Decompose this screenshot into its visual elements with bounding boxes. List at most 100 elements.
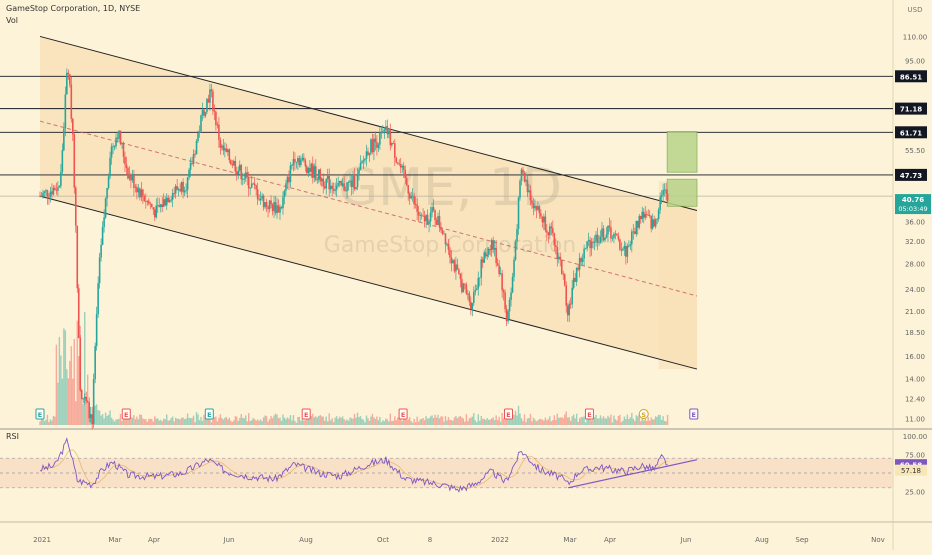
volume-bar xyxy=(593,417,596,425)
volume-bar xyxy=(572,414,575,425)
volume-bar xyxy=(210,422,213,425)
candle-body xyxy=(73,134,76,188)
volume-bar xyxy=(206,415,208,425)
candle-body xyxy=(340,180,342,186)
candle-body xyxy=(319,169,322,182)
volume-bar xyxy=(638,414,640,425)
candle-body xyxy=(355,187,357,189)
volume-bar xyxy=(468,418,471,425)
volume-bar xyxy=(253,419,256,425)
candle-body xyxy=(474,290,477,292)
volume-bar xyxy=(344,420,347,425)
candle-body xyxy=(382,131,384,133)
volume-bar xyxy=(547,419,550,425)
candle-body xyxy=(453,260,456,272)
candle-body xyxy=(507,311,509,322)
rsi-legend[interactable]: RSI xyxy=(6,432,19,441)
volume-bar xyxy=(273,415,275,425)
volume-bar xyxy=(245,415,247,425)
candle-body xyxy=(164,199,167,206)
candle-body xyxy=(596,234,599,243)
candle-body xyxy=(61,150,64,172)
candle-body xyxy=(180,181,183,192)
volume-bar xyxy=(250,420,253,425)
candle-body xyxy=(317,169,320,180)
candle-body xyxy=(192,154,195,164)
volume-bar xyxy=(279,417,281,425)
candle-body xyxy=(162,199,165,207)
candle-body xyxy=(480,259,483,278)
volume-bar xyxy=(143,419,146,425)
volume-bar xyxy=(136,416,138,425)
price-axis-currency: USD xyxy=(908,6,923,14)
candle-body xyxy=(222,145,225,151)
symbol-legend[interactable]: GameStop Corporation, 1D, NYSE xyxy=(6,4,141,13)
candle-body xyxy=(580,257,582,262)
volume-bar xyxy=(371,413,374,425)
volume-bar xyxy=(493,420,496,425)
candle-body xyxy=(565,285,568,306)
candle-body xyxy=(650,215,652,229)
volume-bar xyxy=(373,417,375,425)
candle-body xyxy=(112,146,114,148)
volume-bar xyxy=(558,417,560,425)
current-price-value: 40.76 xyxy=(902,196,924,204)
volume-bar xyxy=(358,417,360,425)
volume-bar xyxy=(51,420,53,425)
candle-body xyxy=(563,274,566,286)
volume-bar xyxy=(224,417,226,425)
volume-bar xyxy=(416,416,418,425)
candle-body xyxy=(170,199,172,201)
candle-body xyxy=(145,201,147,203)
candle-body xyxy=(553,233,556,246)
candle-body xyxy=(159,204,162,208)
volume-bar xyxy=(54,416,56,425)
candle-body xyxy=(599,236,602,243)
candle-body xyxy=(402,166,405,170)
candle-body xyxy=(598,242,600,244)
candle-body xyxy=(528,190,530,193)
candle-body xyxy=(104,198,107,218)
volume-bar xyxy=(490,418,493,425)
volume-bar xyxy=(64,330,67,425)
volume-bar xyxy=(337,418,339,425)
candle-body xyxy=(562,273,565,275)
candle-body xyxy=(149,203,152,205)
candle-body xyxy=(544,216,547,231)
candle-body xyxy=(413,195,415,205)
volume-bar xyxy=(432,417,435,425)
candle-body xyxy=(431,207,433,213)
level-badge-2 xyxy=(895,126,927,139)
candle-body xyxy=(358,169,360,174)
candle-body xyxy=(146,200,149,202)
candle-body xyxy=(666,193,669,202)
candle-body xyxy=(464,283,466,285)
candle-body xyxy=(227,149,229,153)
volume-bar xyxy=(635,415,637,425)
candle-body xyxy=(465,284,468,294)
candle-body xyxy=(250,183,253,188)
volume-bar xyxy=(413,418,415,425)
candle-body xyxy=(42,193,44,197)
candle-body xyxy=(554,245,557,248)
candle-body xyxy=(301,157,304,160)
candle-body xyxy=(57,187,59,191)
candle-body xyxy=(371,139,374,152)
volume-bar xyxy=(313,417,315,425)
candle-body xyxy=(393,143,396,158)
candle-body xyxy=(213,110,216,112)
volume-bar xyxy=(580,416,582,425)
volume-bar xyxy=(356,412,359,425)
volume-legend[interactable]: Vol xyxy=(6,16,18,25)
candle-body xyxy=(171,193,174,200)
volume-bar xyxy=(553,415,555,425)
candle-body xyxy=(493,247,496,250)
candle-body xyxy=(516,228,518,242)
volume-bar xyxy=(541,419,544,425)
candle-body xyxy=(240,164,243,180)
level-value-3: 47.73 xyxy=(900,172,922,180)
volume-bar xyxy=(292,415,295,425)
candle-body xyxy=(352,175,354,187)
candle-body xyxy=(297,158,299,162)
